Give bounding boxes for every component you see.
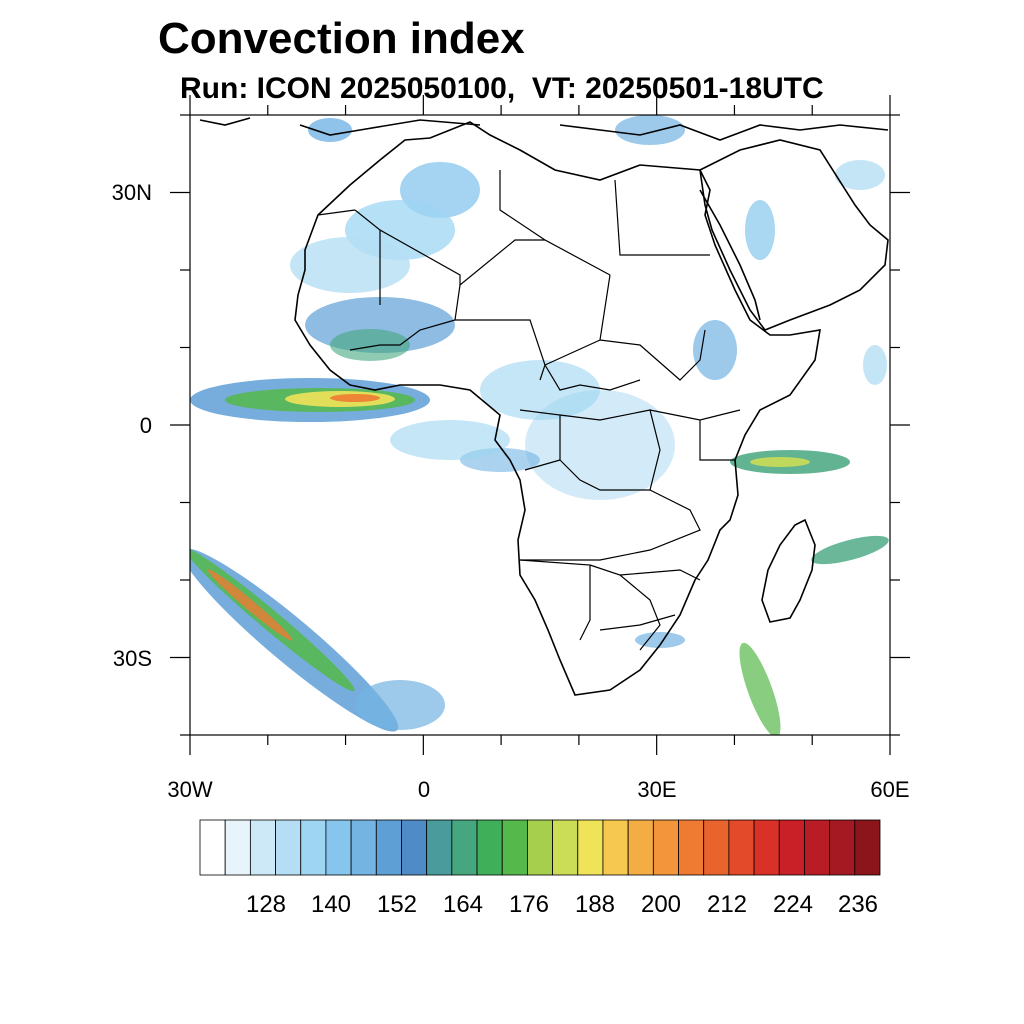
- field-patch: [330, 329, 410, 361]
- field-patch: [693, 320, 737, 380]
- colorbar-swatch: [652, 819, 679, 876]
- field-patch: [207, 569, 293, 641]
- lon-label-30w: 30W: [167, 777, 212, 802]
- colorbar-swatch: [501, 819, 528, 876]
- lat-label-30s: 30S: [113, 646, 152, 671]
- colorbar-swatch: [476, 819, 503, 876]
- field-patch: [480, 360, 600, 420]
- colorbar-swatch: [275, 819, 302, 876]
- field-patch: [390, 420, 510, 460]
- lon-label-60e: 60E: [870, 777, 909, 802]
- lat-label-0: 0: [140, 413, 152, 438]
- border-line: [317, 170, 710, 305]
- colorbar-swatch: [451, 819, 478, 876]
- lon-label-30e: 30E: [637, 777, 676, 802]
- field-patch: [355, 680, 445, 730]
- colorbar-label: 200: [641, 891, 681, 918]
- field-patch: [308, 118, 352, 142]
- colorbar-swatch: [678, 819, 705, 876]
- field-patch: [750, 457, 810, 467]
- red-sea-coastline: [699, 189, 761, 321]
- colorbar-swatch: [804, 819, 831, 876]
- field-patch: [615, 115, 685, 145]
- colorbar-label: 152: [377, 891, 417, 918]
- axis-ticks: [170, 95, 910, 755]
- colorbar-label: 176: [509, 891, 549, 918]
- field-patch: [835, 160, 885, 190]
- field-patch: [863, 345, 887, 385]
- field-patch: [811, 535, 889, 565]
- colorbar-swatch: [401, 819, 428, 876]
- colorbar-swatch: [854, 819, 881, 876]
- chart-subtitle: Run: ICON 2025050100, VT: 20250501-18UTC: [180, 72, 824, 105]
- colorbar-swatch: [325, 819, 352, 876]
- lat-label-30n: 30N: [112, 180, 152, 205]
- arabia-coastline: [699, 139, 889, 331]
- colorbar-swatch: [375, 819, 402, 876]
- colorbar-swatch: [527, 819, 553, 876]
- convection-field: [190, 115, 889, 735]
- colorbar-swatch: [300, 819, 327, 876]
- colorbar-swatch: [426, 819, 453, 876]
- colorbar-swatch: [627, 819, 654, 876]
- colorbar-swatch: [703, 819, 730, 876]
- colorbar-swatch: [552, 819, 579, 876]
- border-line: [349, 274, 706, 381]
- africa-coastline: [294, 121, 821, 696]
- border-line: [519, 559, 701, 651]
- colorbar-swatch: [778, 819, 805, 876]
- field-patch: [290, 237, 410, 293]
- colorbar-swatch: [602, 819, 629, 876]
- colorbar-label: 212: [707, 891, 747, 918]
- colorbar-swatch: [350, 819, 377, 876]
- coastlines: [199, 117, 889, 696]
- field-patch: [745, 200, 775, 260]
- colorbar: [199, 819, 881, 876]
- europe-coastline: [199, 117, 889, 141]
- madagascar-coastline: [761, 518, 816, 623]
- field-patch: [739, 642, 781, 735]
- colorbar-swatch: [577, 819, 604, 876]
- border-line: [519, 364, 661, 491]
- field-patch: [330, 394, 380, 402]
- colorbar-label: 236: [838, 891, 878, 918]
- colorbar-swatch: [829, 819, 856, 876]
- colorbar-labels: 128 140 152 164 176 188 200 212 224 236: [246, 891, 878, 918]
- colorbar-label: 224: [773, 891, 813, 918]
- colorbar-swatch: [249, 819, 276, 876]
- colorbar-label: 140: [311, 891, 351, 918]
- latitude-labels: 30N 0 30S: [112, 180, 152, 671]
- border-line: [520, 409, 741, 561]
- chart-title: Convection index: [158, 14, 525, 63]
- colorbar-swatch: [224, 819, 251, 876]
- longitude-labels: 30W 0 30E 60E: [167, 777, 909, 802]
- colorbar-swatch: [728, 819, 755, 876]
- colorbar-swatch: [199, 819, 226, 876]
- colorbar-label: 128: [246, 891, 286, 918]
- colorbar-label: 164: [443, 891, 483, 918]
- field-patch: [635, 632, 685, 648]
- country-borders: [317, 170, 741, 651]
- lon-label-0: 0: [418, 777, 430, 802]
- colorbar-label: 188: [575, 891, 615, 918]
- colorbar-swatch: [753, 819, 780, 876]
